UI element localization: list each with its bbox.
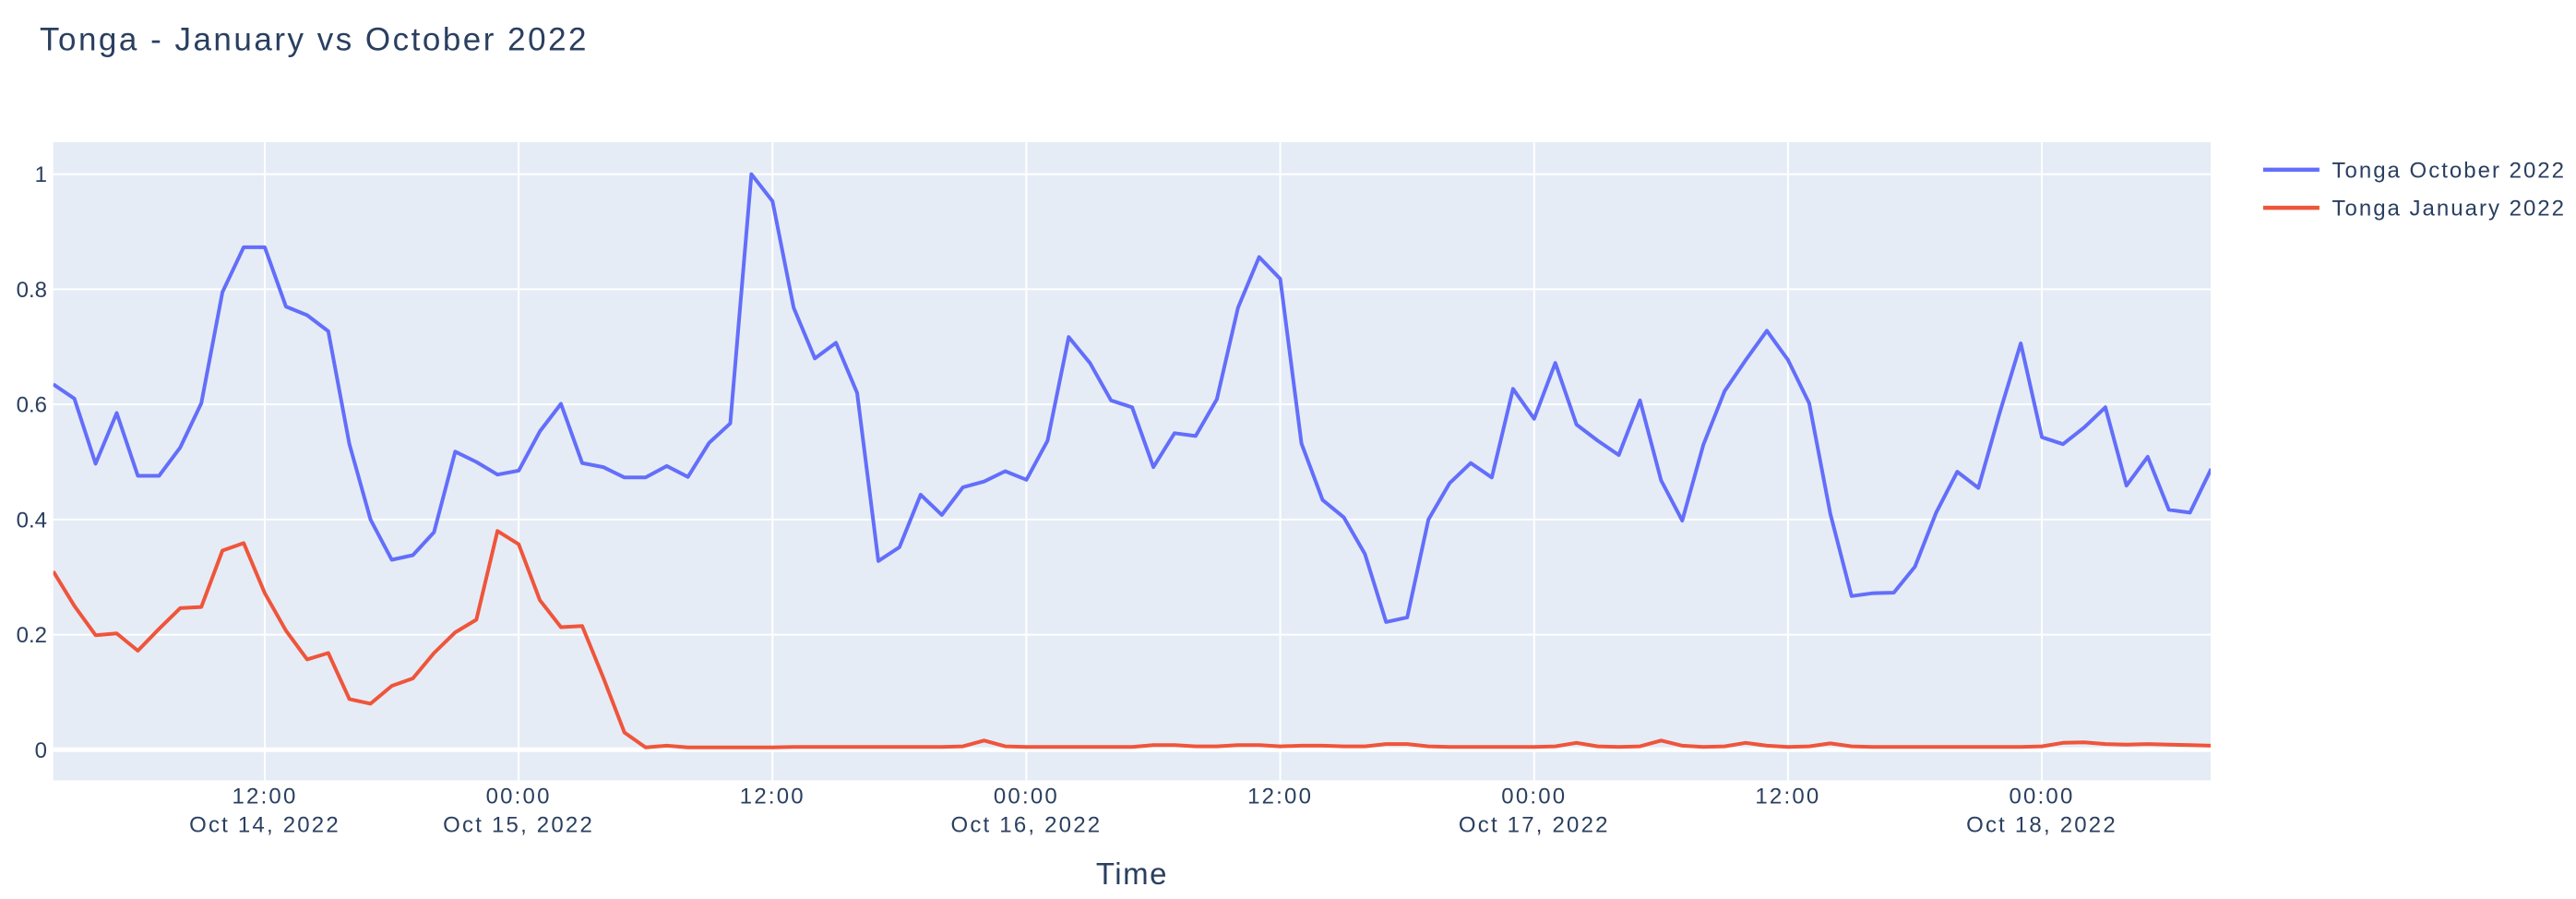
svg-text:Time: Time <box>1096 857 1168 891</box>
svg-text:0.2: 0.2 <box>17 623 47 648</box>
svg-text:00:00: 00:00 <box>1501 785 1567 809</box>
svg-text:12:00: 12:00 <box>232 785 297 809</box>
svg-text:Oct 18, 2022: Oct 18, 2022 <box>1966 813 2117 838</box>
svg-text:Tonga October 2022: Tonga October 2022 <box>2332 158 2567 183</box>
svg-text:Oct 14, 2022: Oct 14, 2022 <box>189 813 340 838</box>
svg-text:0.6: 0.6 <box>17 393 47 418</box>
svg-text:12:00: 12:00 <box>1755 785 1820 809</box>
svg-text:00:00: 00:00 <box>486 785 552 809</box>
svg-text:00:00: 00:00 <box>994 785 1059 809</box>
svg-text:0: 0 <box>35 738 47 763</box>
svg-text:Oct 15, 2022: Oct 15, 2022 <box>443 813 594 838</box>
svg-text:1: 1 <box>35 162 47 187</box>
svg-text:12:00: 12:00 <box>740 785 805 809</box>
svg-text:Tonga - January vs October 202: Tonga - January vs October 2022 <box>40 22 589 58</box>
svg-text:Tonga January 2022: Tonga January 2022 <box>2332 197 2567 222</box>
svg-text:0.4: 0.4 <box>17 508 47 533</box>
svg-text:Oct 17, 2022: Oct 17, 2022 <box>1459 813 1610 838</box>
svg-text:Oct 16, 2022: Oct 16, 2022 <box>950 813 1102 838</box>
svg-text:0.8: 0.8 <box>17 278 47 303</box>
svg-text:12:00: 12:00 <box>1247 785 1313 809</box>
svg-text:00:00: 00:00 <box>2009 785 2074 809</box>
